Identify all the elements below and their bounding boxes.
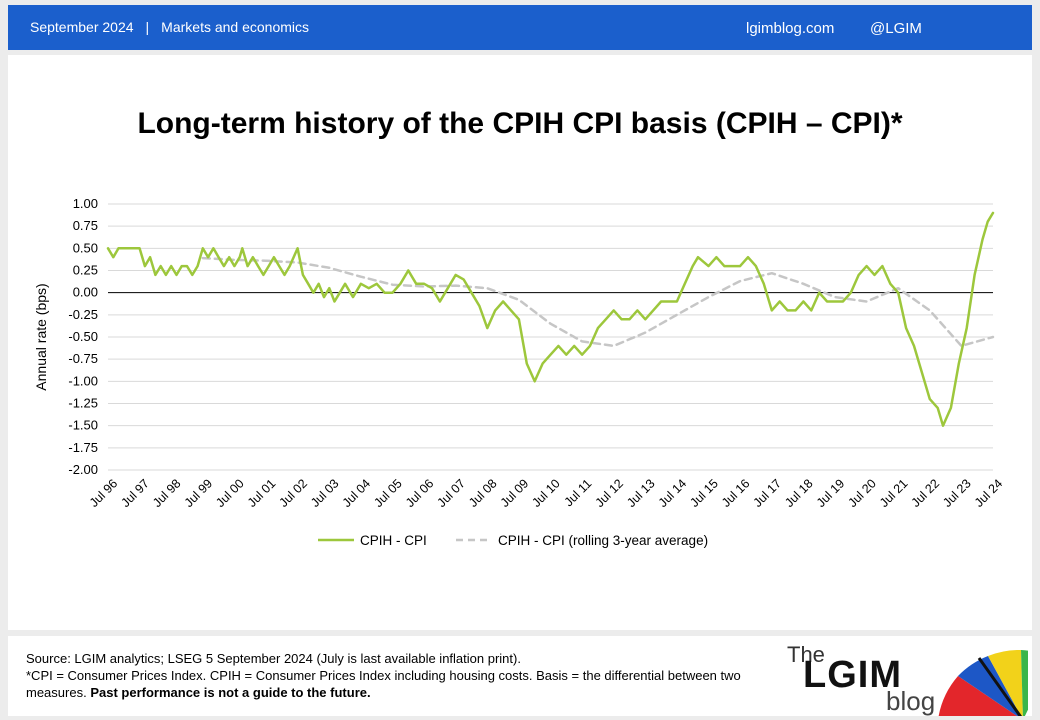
- legend-label: CPIH - CPI (rolling 3-year average): [498, 533, 708, 548]
- definition-note: *CPI = Consumer Prices Index. CPIH = Con…: [26, 667, 786, 701]
- y-tick-label: 1.00: [73, 196, 98, 211]
- x-tick-label: Jul 03: [308, 476, 342, 510]
- x-tick-label: Jul 09: [498, 476, 532, 510]
- logo-blog: blog: [886, 686, 936, 716]
- y-tick-label: 0.75: [73, 218, 98, 233]
- legend-label: CPIH - CPI: [360, 533, 427, 548]
- y-tick-label: -1.00: [68, 373, 98, 388]
- y-tick-label: -2.00: [68, 462, 98, 477]
- section-name: Markets and economics: [161, 19, 310, 35]
- banner-left: September 2024 | Markets and economics: [30, 19, 309, 35]
- source-note: Source: LGIM analytics; LSEG 5 September…: [26, 651, 521, 666]
- x-tick-label: Jul 97: [118, 476, 152, 510]
- series-line-rolling-average: [201, 256, 995, 348]
- x-tick-label: Jul 10: [529, 476, 563, 510]
- footnotes: Source: LGIM analytics; LSEG 5 September…: [26, 650, 786, 701]
- y-tick-label: -0.25: [68, 307, 98, 322]
- x-tick-label: Jul 08: [466, 476, 500, 510]
- x-tick-label: Jul 24: [972, 476, 1006, 510]
- x-tick-label: Jul 06: [403, 476, 437, 510]
- x-tick-label: Jul 07: [435, 476, 469, 510]
- x-tick-label: Jul 15: [687, 476, 721, 510]
- series-line-cpih-cpi: [106, 211, 995, 427]
- y-tick-label: 0.00: [73, 285, 98, 300]
- top-banner: September 2024 | Markets and economics lgi…: [8, 5, 1032, 50]
- footer: Source: LGIM analytics; LSEG 5 September…: [8, 636, 1032, 716]
- x-tick-label: Jul 99: [182, 476, 216, 510]
- x-tick-label: Jul 22: [909, 476, 943, 510]
- x-tick-label: Jul 18: [782, 476, 816, 510]
- x-tick-label: Jul 13: [624, 476, 658, 510]
- x-tick-label: Jul 96: [87, 476, 121, 510]
- umbrella-icon: [938, 649, 1028, 716]
- website-link[interactable]: lgimblog.com: [746, 20, 835, 37]
- logo-lgim: LGIM: [803, 654, 902, 696]
- x-tick-label: Jul 19: [814, 476, 848, 510]
- x-tick-label: Jul 05: [371, 476, 405, 510]
- x-tick-label: Jul 16: [719, 476, 753, 510]
- twitter-handle-link[interactable]: @LGIM: [870, 20, 922, 37]
- x-tick-label: Jul 12: [593, 476, 627, 510]
- y-axis-title: Annual rate (bps): [33, 283, 49, 390]
- y-tick-label: 0.50: [73, 240, 98, 255]
- disclaimer-text: Past performance is not a guide to the f…: [90, 685, 371, 700]
- y-tick-label: -1.25: [68, 396, 98, 411]
- x-tick-label: Jul 23: [940, 476, 974, 510]
- x-tick-label: Jul 02: [276, 476, 310, 510]
- logo-the: The: [787, 642, 825, 667]
- x-tick-label: Jul 20: [845, 476, 879, 510]
- x-tick-label: Jul 11: [562, 476, 595, 509]
- chart-title: Long-term history of the CPIH CPI basis …: [137, 107, 903, 140]
- x-tick-label: Jul 00: [213, 476, 247, 510]
- y-tick-label: -1.75: [68, 440, 98, 455]
- definition-text: *CPI = Consumer Prices Index. CPIH = Con…: [26, 668, 741, 700]
- lgim-blog-logo: The LGIM blog: [783, 638, 1028, 716]
- publish-date: September 2024: [30, 19, 134, 35]
- chart-panel: Long-term history of the CPIH CPI basis …: [8, 55, 1032, 630]
- x-tick-label: Jul 21: [877, 476, 911, 510]
- y-tick-label: -1.50: [68, 418, 98, 433]
- x-tick-label: Jul 01: [245, 476, 279, 510]
- y-tick-label: 0.25: [73, 263, 98, 278]
- x-tick-label: Jul 14: [656, 476, 690, 510]
- line-chart: 1.00 0.75 0.50 0.25 0.00 -0.25 -0.50 -0.75 -1.00…: [33, 196, 1006, 548]
- y-tick-label: -0.75: [68, 351, 98, 366]
- y-tick-label: -0.50: [68, 329, 98, 344]
- x-tick-label: Jul 98: [150, 476, 184, 510]
- x-tick-label: Jul 17: [751, 476, 785, 510]
- banner-separator: |: [145, 19, 150, 35]
- x-tick-label: Jul 04: [340, 476, 374, 510]
